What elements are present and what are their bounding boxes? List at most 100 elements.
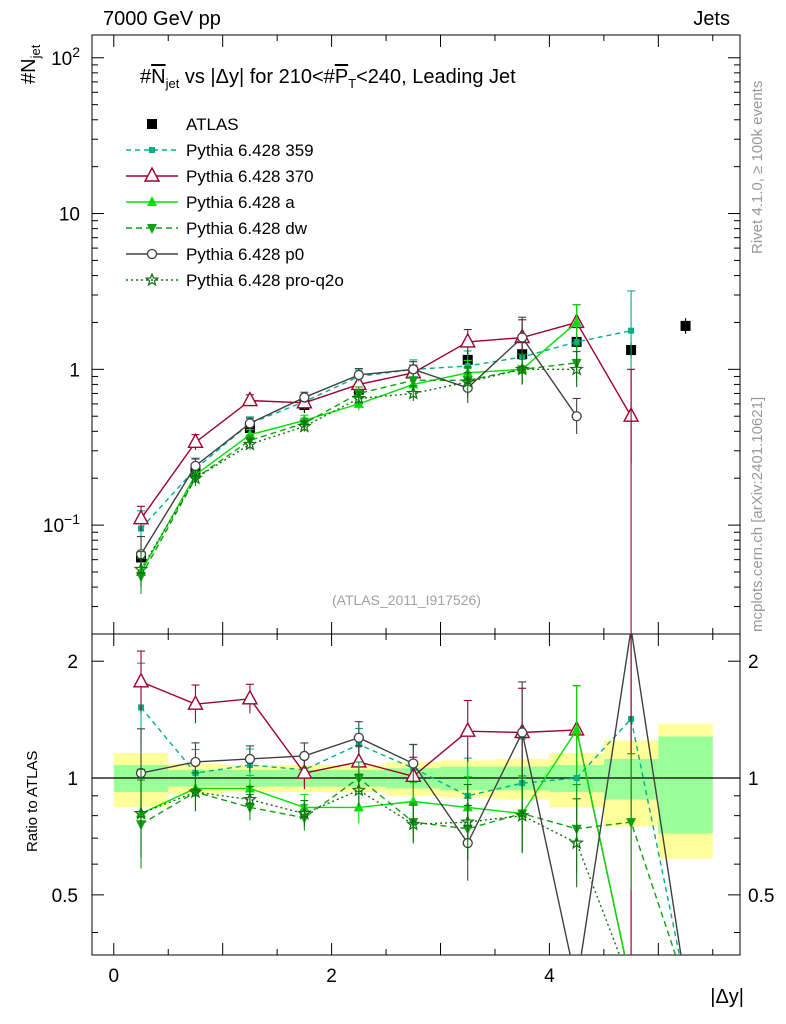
main-y-ticks bbox=[92, 57, 740, 635]
series-line-pythia-6-428-pro-q2o bbox=[140, 368, 577, 570]
legend-marker-pythia-6-428-p0 bbox=[146, 248, 158, 260]
series-point-pythia-6-428-dw bbox=[408, 376, 419, 387]
ratio-point-pythia-6-428-p0 bbox=[353, 732, 364, 743]
ratio-series-layer bbox=[132, 634, 682, 955]
chart-title: #Njet vs |Δy| for 210<#PT<240, Leading J… bbox=[140, 66, 516, 91]
series-point-pythia-6-428-p0 bbox=[571, 411, 582, 422]
legend-label-pythia-6-428-pro-q2o: Pythia 6.428 pro-q2o bbox=[186, 271, 344, 290]
ratio-point-pythia-6-428-p0 bbox=[299, 750, 310, 762]
ratio-point-pythia-6-428-370 bbox=[132, 672, 150, 688]
series-line-pythia-6-428-359 bbox=[140, 330, 632, 530]
ratio-point-pythia-6-428-pro-q2o bbox=[242, 791, 258, 806]
series-point-pythia-6-428-p0 bbox=[244, 418, 256, 429]
series-point-pythia-6-428-pro-q2o bbox=[242, 436, 258, 451]
legend-marker-pythia-6-428-dw bbox=[147, 224, 157, 234]
rivet-version-label: Rivet 4.1.0, ≥ 100k events bbox=[749, 80, 766, 254]
ratio-tick-label-right: 2 bbox=[748, 652, 759, 673]
ratio-tick-label: 0.5 bbox=[52, 886, 78, 907]
series-point-pythia-6-428-pro-q2o bbox=[351, 390, 367, 405]
series-point-pythia-6-428-pro-q2o bbox=[188, 470, 203, 485]
ratio-point-pythia-6-428-pro-q2o bbox=[133, 805, 149, 820]
ratio-frame bbox=[91, 633, 741, 956]
series-line-pythia-6-428-370 bbox=[140, 321, 632, 520]
series-point-pythia-6-428-a bbox=[571, 316, 582, 327]
ratio-tick-label-right: 1 bbox=[748, 769, 759, 790]
legend-marker-atlas bbox=[147, 119, 157, 129]
legend-label-pythia-6-428-dw: Pythia 6.428 dw bbox=[186, 219, 308, 238]
y-tick-label: 102 bbox=[51, 44, 80, 70]
ratio-point-pythia-6-428-370 bbox=[296, 763, 313, 779]
ratio-point-pythia-6-428-a bbox=[571, 723, 582, 734]
ratio-point-pythia-6-428-370 bbox=[241, 689, 259, 705]
series-point-pythia-6-428-p0 bbox=[190, 460, 201, 472]
ratio-point-pythia-6-428-pro-q2o bbox=[351, 782, 367, 797]
ratio-line-pythia-6-428-a bbox=[140, 728, 626, 955]
ratio-point-pythia-6-428-370 bbox=[459, 721, 476, 737]
series-point-pythia-6-428-370 bbox=[241, 391, 259, 407]
legend-marker-pythia-6-428-359 bbox=[149, 147, 155, 153]
ratio-point-pythia-6-428-a bbox=[353, 801, 364, 812]
series-point-pythia-6-428-370 bbox=[187, 432, 204, 449]
legend-marker-pythia-6-428-a bbox=[147, 196, 157, 206]
mcplots-label: mcplots.cern.ch [arXiv:2401.10621] bbox=[749, 396, 766, 632]
ratio-point-pythia-6-428-pro-q2o bbox=[188, 784, 203, 799]
ratio-point-pythia-6-428-pro-q2o bbox=[569, 835, 584, 850]
series-point-pythia-6-428-359 bbox=[573, 338, 580, 345]
series-point-pythia-6-428-pro-q2o bbox=[460, 374, 476, 389]
legend-label-pythia-6-428-359: Pythia 6.428 359 bbox=[186, 141, 314, 160]
ratio-point-pythia-6-428-359 bbox=[573, 775, 580, 782]
ratio-point-pythia-6-428-p0 bbox=[244, 753, 256, 765]
main-series-layer bbox=[132, 290, 691, 634]
analysis-watermark: (ATLAS_2011_I917526) bbox=[332, 592, 481, 608]
legend-marker-pythia-6-428-pro-q2o bbox=[144, 272, 160, 287]
x-tick-label: 0 bbox=[108, 966, 119, 987]
legend-label-atlas: ATLAS bbox=[186, 115, 239, 134]
y-tick-label: 10 bbox=[59, 205, 80, 226]
ratio-point-pythia-6-428-p0 bbox=[517, 727, 528, 738]
y-axis-label: #Njet bbox=[18, 44, 43, 84]
series-point-pythia-6-428-p0 bbox=[353, 369, 364, 381]
legend: ATLAS Pythia 6.428 359 Pythia 6.428 370 Pyt… bbox=[126, 115, 344, 290]
x-ticks bbox=[113, 35, 714, 955]
ratio-point-pythia-6-428-p0 bbox=[408, 758, 419, 769]
y-tick-label: 1 bbox=[69, 360, 80, 381]
x-tick-label: 4 bbox=[544, 966, 555, 987]
x-axis-label: |Δy| bbox=[710, 986, 744, 1008]
y-tick-label: 10−1 bbox=[43, 511, 80, 537]
ratio-axis-label: Ratio to ATLAS bbox=[24, 750, 41, 852]
series-point-pythia-6-428-370 bbox=[132, 509, 150, 525]
series-point-pythia-6-428-pro-q2o bbox=[405, 385, 421, 400]
series-point-pythia-6-428-pro-q2o bbox=[297, 418, 312, 433]
series-line-pythia-6-428-a bbox=[140, 321, 578, 573]
ratio-point-pythia-6-428-pro-q2o bbox=[460, 814, 475, 829]
legend-label-pythia-6-428-a: Pythia 6.428 a bbox=[186, 193, 295, 212]
legend-label-pythia-6-428-370: Pythia 6.428 370 bbox=[186, 167, 314, 186]
series-point-pythia-6-428-p0 bbox=[517, 332, 528, 343]
collision-label: 7000 GeV pp bbox=[103, 8, 221, 30]
series-point-pythia-6-428-359 bbox=[628, 327, 635, 334]
ratio-line-pythia-6-428-359 bbox=[140, 707, 681, 955]
ratio-line-pythia-6-428-pro-q2o bbox=[140, 789, 621, 955]
ratio-point-pythia-6-428-pro-q2o bbox=[405, 816, 421, 831]
series-point-pythia-6-428-pro-q2o bbox=[133, 561, 149, 576]
ratio-tick-label: 1 bbox=[67, 769, 78, 790]
series-point-pythia-6-428-p0 bbox=[299, 392, 310, 403]
ratio-point-pythia-6-428-p0 bbox=[190, 756, 201, 768]
series-point-pythia-6-428-pro-q2o bbox=[569, 361, 584, 376]
series-point-pythia-6-428-pro-q2o bbox=[514, 361, 530, 376]
x-tick-label: 2 bbox=[326, 966, 337, 987]
legend-label-pythia-6-428-p0: Pythia 6.428 p0 bbox=[186, 245, 304, 264]
ratio-point-pythia-6-428-dw bbox=[626, 818, 637, 829]
ratio-line-pythia-6-428-p0 bbox=[580, 634, 682, 955]
ratio-point-pythia-6-428-370 bbox=[187, 694, 204, 710]
ratio-band-inner bbox=[658, 736, 713, 834]
ratio-tick-label: 2 bbox=[67, 652, 78, 673]
category-label: Jets bbox=[693, 8, 730, 30]
data-point bbox=[680, 320, 691, 331]
ratio-point-pythia-6-428-pro-q2o bbox=[514, 807, 530, 822]
legend-marker-pythia-6-428-370 bbox=[143, 166, 161, 182]
ratio-line-pythia-6-428-370 bbox=[140, 681, 626, 955]
ratio-tick-label-right: 0.5 bbox=[748, 886, 774, 907]
series-point-pythia-6-428-p0 bbox=[408, 364, 419, 375]
